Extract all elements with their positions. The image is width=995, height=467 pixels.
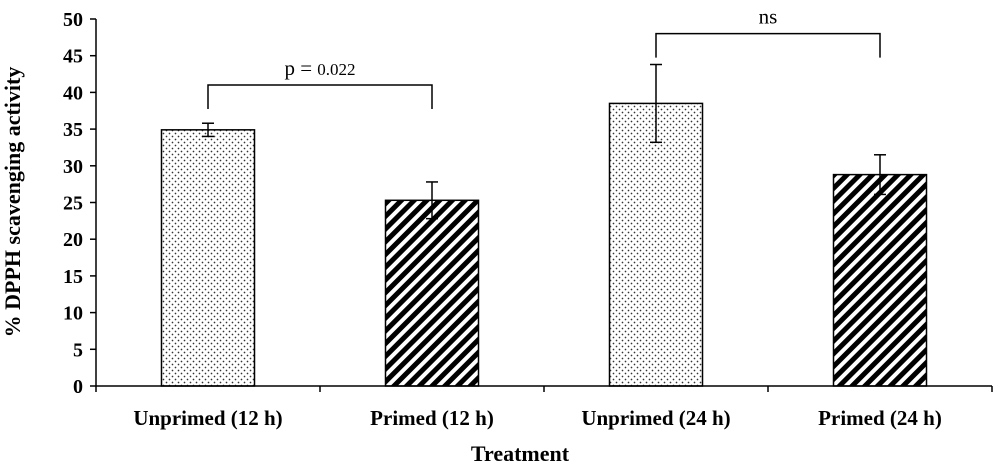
y-tick-label: 15 (63, 266, 83, 288)
significance-bracket (655, 32, 881, 58)
y-axis-title: % DPPH scavenging activity (0, 67, 25, 338)
bar-primed (384, 199, 480, 387)
x-category-label: Unprimed (24 h) (581, 406, 730, 430)
significance-label: p = 0.022 (284, 56, 355, 80)
x-category-label: Unprimed (12 h) (133, 406, 282, 430)
bar-unprimed (608, 102, 704, 387)
error-bars (202, 63, 886, 220)
y-tick-label: 30 (63, 156, 83, 178)
p-value: 0.022 (317, 60, 355, 79)
significance-prefix: ns (759, 5, 778, 29)
bars (160, 102, 928, 387)
y-tick-label: 25 (63, 193, 83, 215)
y-tick-label: 20 (63, 229, 83, 251)
y-tick-label: 35 (63, 119, 83, 141)
significance-prefix: p = (284, 56, 317, 80)
y-tick-label: 40 (63, 82, 83, 104)
x-category-label: Primed (24 h) (818, 406, 942, 430)
y-tick-label: 0 (73, 376, 83, 398)
significance-annotations: p = 0.022 ns (207, 5, 881, 110)
bar-unprimed (160, 129, 256, 387)
x-category-label: Primed (12 h) (370, 406, 494, 430)
significance-label: ns (759, 5, 778, 29)
y-tick-label: 50 (63, 9, 83, 31)
y-tick-label: 5 (73, 339, 83, 361)
significance-bracket (207, 84, 433, 110)
y-tick-label: 10 (63, 303, 83, 325)
y-tick-label: 45 (63, 46, 83, 68)
bar-primed (832, 173, 928, 387)
x-axis-category-labels: Unprimed (12 h) Primed (12 h) Unprimed (24… (133, 406, 942, 430)
y-axis-ticks: 0 5 10 15 20 25 30 35 40 45 50 (63, 9, 993, 398)
x-axis-title: Treatment (471, 441, 570, 466)
